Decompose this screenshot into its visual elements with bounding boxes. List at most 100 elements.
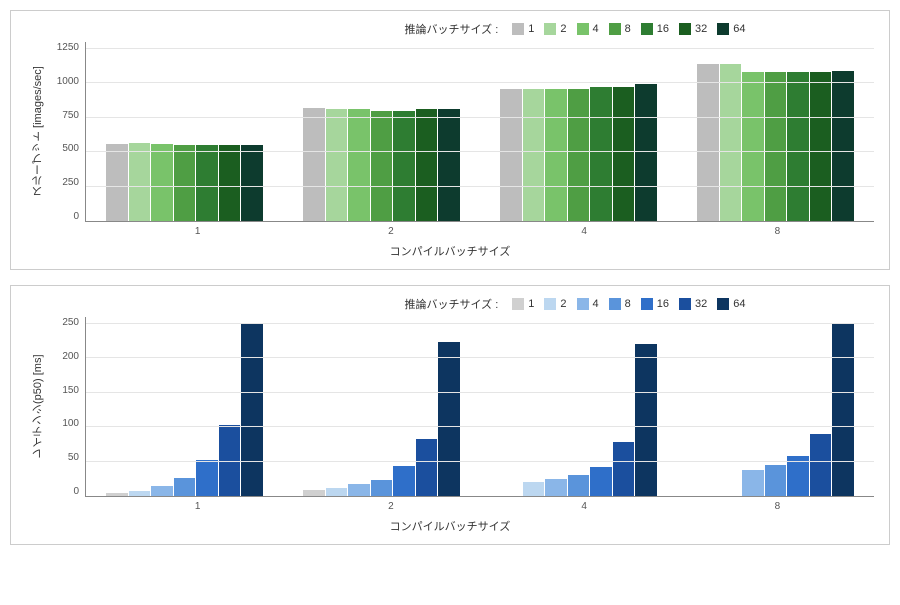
legend-swatch [512,298,524,310]
x-tick-label: 4 [488,497,681,512]
bar [697,64,719,221]
gridline [86,151,874,152]
bar [241,145,263,221]
legend-label: 8 [625,298,631,310]
bar [416,439,438,496]
x-axis-label: コンパイルバッチサイズ [26,518,874,534]
legend-item: 4 [577,23,599,35]
plot-area: レイテンシ(p50) [ms] 250200150100500 [26,317,874,497]
legend-item: 4 [577,298,599,310]
bar [765,72,787,221]
bar [810,72,832,221]
bar [151,144,173,221]
legend-swatch [641,23,653,35]
y-tick-label: 750 [62,110,79,121]
bar-groups [86,42,874,221]
gridline [86,82,874,83]
bar [438,342,460,496]
plot-area: スループット [images/sec] 125010007505002500 [26,42,874,222]
legend-swatch [679,23,691,35]
bar [523,482,545,496]
bar [787,456,809,496]
gridline [86,323,874,324]
bar [326,109,348,221]
bar [393,466,415,496]
legend-item: 2 [544,23,566,35]
x-axis: 1248 [81,497,874,512]
legend-item: 1 [512,298,534,310]
bar [196,145,218,221]
bar [151,486,173,496]
bar [720,64,742,221]
legend-item: 2 [544,298,566,310]
legend-item: 1 [512,23,534,35]
bar [106,144,128,221]
legend-item: 32 [679,298,707,310]
y-tick-label: 250 [62,177,79,188]
bar [832,324,854,496]
bar [348,109,370,221]
legend-label: 64 [733,23,745,35]
legend-label: 16 [657,23,669,35]
x-axis: 1248 [81,222,874,237]
legend-swatch [512,23,524,35]
y-tick-label: 50 [68,452,79,463]
bar [174,145,196,221]
plot [85,317,874,497]
bar [303,490,325,496]
gridline [86,48,874,49]
gridline [86,392,874,393]
bar [810,434,832,496]
legend: 推論バッチサイズ : 1248163264 [26,296,874,312]
bar [241,324,263,496]
gridline [86,426,874,427]
bar-group [480,42,677,221]
bar [129,491,151,497]
bar [635,84,657,221]
bar-group [480,317,677,496]
legend-item: 16 [641,23,669,35]
bar-group [677,42,874,221]
x-tick-label: 4 [488,222,681,237]
legend-label: 64 [733,298,745,310]
bar [568,89,590,221]
bar [371,111,393,221]
bar-group [86,42,283,221]
legend-swatch [544,298,556,310]
legend-item: 32 [679,23,707,35]
bar [106,493,128,496]
legend-item: 8 [609,298,631,310]
bar-group [283,317,480,496]
legend-swatch [641,298,653,310]
gridline [86,461,874,462]
legend-label: 32 [695,23,707,35]
bar-group [677,317,874,496]
y-tick-label: 0 [73,211,79,222]
bar [219,145,241,221]
bar [174,478,196,496]
legend-swatch [717,298,729,310]
legend-item: 16 [641,298,669,310]
bar [393,111,415,221]
legend-title: 推論バッチサイズ : [404,21,498,37]
x-tick-label: 8 [681,222,874,237]
x-tick-label: 1 [101,222,294,237]
y-tick-label: 150 [62,385,79,396]
bar [635,344,657,496]
bar [568,475,590,496]
gridline [86,357,874,358]
bar [196,460,218,496]
x-axis-label: コンパイルバッチサイズ [26,243,874,259]
y-tick-label: 200 [62,351,79,362]
bar [303,108,325,221]
legend-label: 2 [560,298,566,310]
legend-item: 64 [717,23,745,35]
bar [545,479,567,496]
bar [326,488,348,496]
legend-swatch [577,298,589,310]
y-tick-label: 250 [62,317,79,328]
bar [613,442,635,496]
legend-label: 8 [625,23,631,35]
legend-swatch [717,23,729,35]
y-tick-label: 500 [62,143,79,154]
